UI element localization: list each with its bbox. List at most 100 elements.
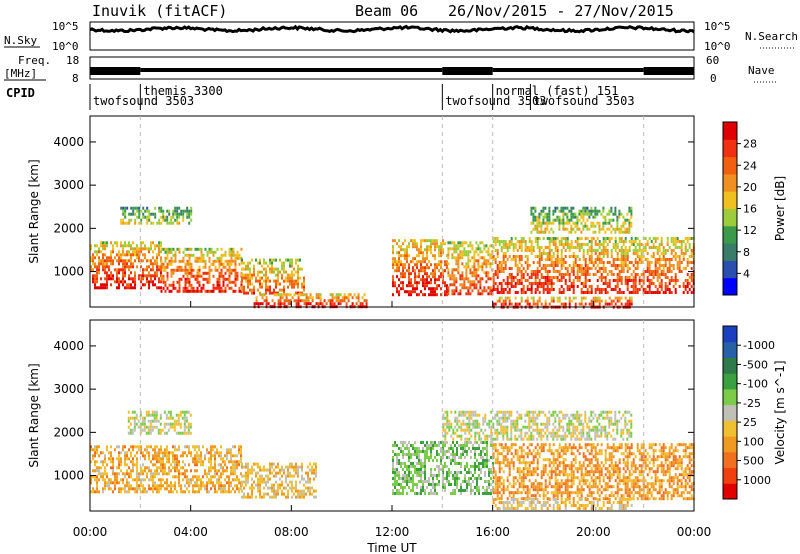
colorbar-tick-label: 500 — [743, 455, 764, 468]
date-range: 26/Nov/2015 - 27/Nov/2015 — [448, 2, 674, 20]
colorbar-tick-label: 8 — [743, 246, 750, 259]
freq-right-tick-top: 60 — [706, 54, 719, 67]
freq-segment — [442, 67, 493, 75]
noise-left-tick-bottom: 10^0 — [52, 40, 79, 53]
noise-right-tick-bottom: 10^0 — [704, 40, 731, 53]
colorbar-swatch — [723, 420, 737, 437]
cpid-segment-label: twofsound 3503 — [445, 94, 546, 108]
scatter-region — [492, 237, 695, 294]
station-title: Inuvik (fitACF) — [92, 2, 227, 20]
y-tick-label: 2000 — [53, 221, 84, 235]
colorbar-tick-label: -25 — [743, 397, 761, 410]
freq-right-tick-bottom: 0 — [710, 72, 717, 85]
nsearch-label: N.Search — [745, 30, 798, 43]
x-axis: Time UT 00:00 04:00 08:00 12:00 16:00 20:00 00… — [73, 525, 712, 554]
scatter-region — [90, 445, 242, 494]
x-tick-label: 16:00 — [475, 525, 510, 539]
x-tick-label: 00:00 — [677, 525, 712, 539]
scatter-region — [90, 241, 162, 290]
y-tick-label: 4000 — [53, 339, 84, 353]
beam-label: Beam 06 — [355, 2, 418, 20]
x-tick-label: 20:00 — [576, 525, 611, 539]
scatter-region — [492, 443, 695, 501]
colorbar-swatch — [723, 357, 737, 374]
scatter-region — [392, 239, 448, 297]
colorbar-swatch — [723, 451, 737, 469]
colorbar-tick-label: 25 — [743, 416, 757, 429]
colorbar-swatch — [723, 260, 737, 279]
scatter-region — [392, 441, 494, 495]
colorbar-swatch — [723, 467, 737, 484]
colorbar-tick-label: 20 — [743, 181, 757, 194]
scatter-region — [492, 498, 633, 510]
colorbar-swatch — [723, 208, 737, 227]
y-tick-label: 2000 — [53, 425, 84, 439]
colorbar-swatch — [723, 436, 737, 453]
colorbar-tick-label: 24 — [743, 159, 757, 172]
colorbar-tick-label: 16 — [743, 203, 757, 216]
noise-trace — [89, 24, 695, 34]
colorbar-label: Velocity [m s^-1] — [773, 360, 787, 464]
y-axis-label: Slant Range [km] — [27, 159, 41, 263]
nsky-label: N.Sky — [4, 34, 37, 47]
nave-label: Nave — [748, 64, 775, 77]
noise-left-tick-top: 10^5 — [52, 20, 79, 33]
colorbar-tick-label: 28 — [743, 138, 757, 151]
velocity-panel: 1000 2000 3000 4000 Slant Range [km] 1000 500 1… — [27, 319, 787, 512]
colorbar-frame — [722, 325, 738, 500]
scatter-region — [530, 206, 633, 234]
freq-panel: 18 8 60 0 Freq. [MHz] Nave — [4, 54, 776, 85]
cpid-segment-label: twofsound 3503 — [533, 94, 634, 108]
scatter-region — [127, 410, 192, 435]
colorbar-label: Power [dB] — [773, 176, 787, 241]
freq-left-tick-top: 18 — [66, 54, 79, 67]
colorbar-swatch — [723, 373, 737, 390]
cpid-segment-label: themis 3300 — [143, 84, 222, 98]
colorbar-tick-label: 4 — [743, 267, 750, 280]
scatter-region — [447, 241, 494, 296]
noise-right-tick-top: 10^5 — [704, 20, 731, 33]
x-tick-label: 12:00 — [375, 525, 410, 539]
cpid-label: CPID — [6, 86, 35, 100]
y-tick-label: 3000 — [53, 382, 84, 396]
x-axis-label: Time UT — [366, 541, 417, 554]
scatter-region — [120, 206, 193, 225]
colorbar-tick-label: -100 — [743, 378, 768, 391]
colorbar-swatch — [723, 156, 737, 175]
x-tick-label: 04:00 — [173, 525, 208, 539]
mhz-label: [MHz] — [4, 67, 37, 80]
x-tick-label: 00:00 — [73, 525, 108, 539]
colorbar-swatch — [723, 191, 737, 209]
cpid-segment-label: twofsound 3503 — [93, 94, 194, 108]
colorbar-swatch — [723, 277, 737, 296]
colorbar-swatch — [723, 483, 737, 500]
freq-segment — [140, 68, 443, 72]
colorbar-swatch — [723, 243, 737, 261]
colorbar-swatch — [723, 225, 737, 244]
y-tick-label: 1000 — [53, 469, 84, 483]
freq-segment — [643, 67, 694, 75]
colorbar-swatch — [723, 173, 737, 192]
colorbar-swatch — [723, 341, 737, 358]
colorbar-swatch — [723, 404, 737, 421]
scatter-region — [442, 410, 633, 441]
colorbar-tick-label: -1000 — [743, 339, 775, 352]
colorbar-tick-label: -500 — [743, 358, 768, 371]
colorbar-swatch — [723, 122, 737, 140]
y-tick-label: 1000 — [53, 265, 84, 279]
power-panel: 1000 2000 3000 4000 Slant Range [km] 4 8 12 16 20… — [27, 115, 787, 309]
scatter-region — [253, 293, 368, 309]
colorbar-swatch — [723, 139, 737, 158]
y-tick-label: 3000 — [53, 178, 84, 192]
scatter-region — [241, 462, 317, 499]
y-axis-label: Slant Range [km] — [27, 363, 41, 467]
scatter-region — [160, 247, 243, 293]
freq-segment — [90, 67, 141, 75]
cpid-segment-label: normal (fast) 151 — [496, 84, 619, 98]
freq-label: Freq. — [18, 54, 51, 67]
freq-segment — [492, 68, 644, 72]
noise-panel: 10^5 10^0 10^5 10^0 N.Sky N.Search — [4, 20, 798, 53]
x-tick-label: 08:00 — [274, 525, 309, 539]
colorbar-tick-label: 1000 — [743, 474, 771, 487]
